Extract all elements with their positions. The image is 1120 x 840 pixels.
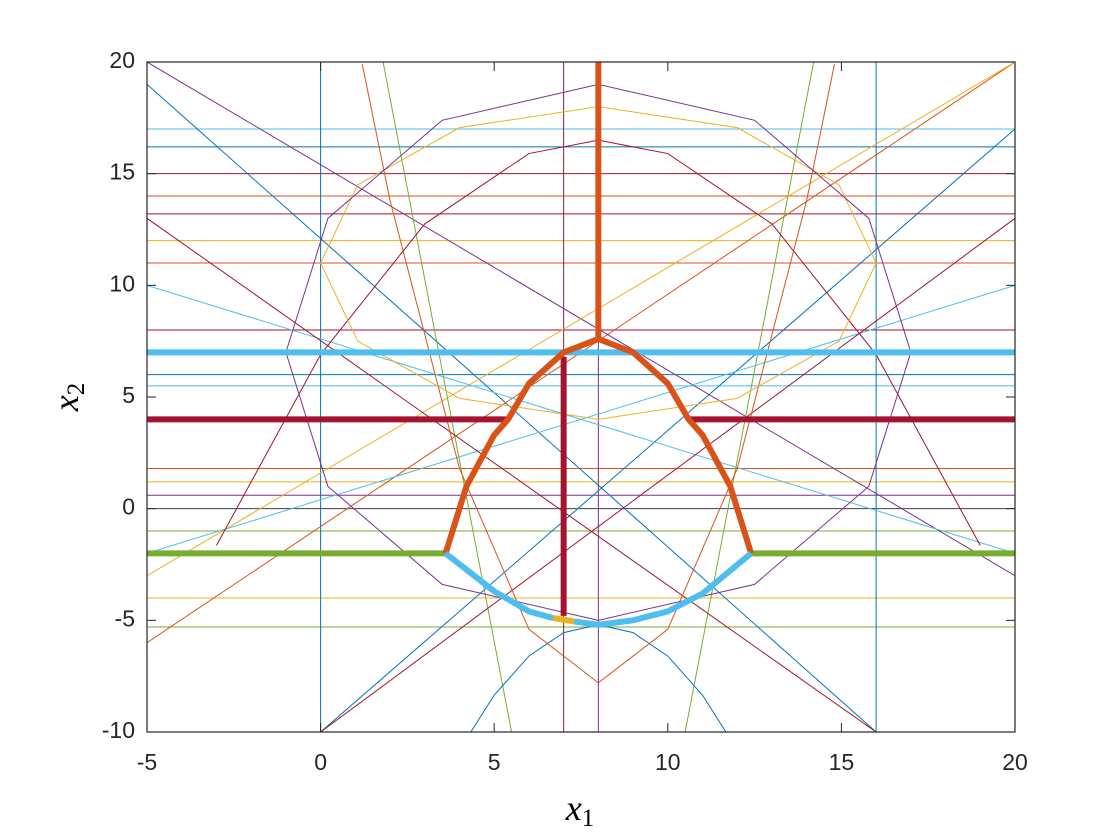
x-tick-label: 5 <box>488 749 501 775</box>
curve <box>573 551 754 628</box>
x-tick-label: 10 <box>655 749 681 775</box>
curve <box>361 64 835 684</box>
curve <box>684 62 815 732</box>
y-tick-label: 10 <box>109 270 135 296</box>
curve <box>147 284 1015 554</box>
y-tick-label: 0 <box>122 494 135 520</box>
curve <box>552 615 575 625</box>
curve <box>147 217 877 732</box>
curve <box>147 62 1015 577</box>
y-tick-label: -10 <box>102 717 135 743</box>
x-tick-label: 20 <box>1002 749 1028 775</box>
curve <box>443 550 555 621</box>
curve <box>442 335 754 555</box>
plot-area <box>147 62 1015 732</box>
x-label-sub: 1 <box>582 805 595 832</box>
curve <box>320 106 877 420</box>
x-axis-label: x1 <box>565 788 594 831</box>
y-label-sub: 2 <box>63 383 90 396</box>
y-tick-label: 5 <box>122 382 135 408</box>
x-label-base: x <box>565 788 582 828</box>
curve <box>320 217 1015 732</box>
curve <box>382 62 513 732</box>
curve <box>320 128 1015 732</box>
x-tick-label: -5 <box>137 749 157 775</box>
y-tick-label: 20 <box>109 47 135 73</box>
x-tick-label: 0 <box>314 749 327 775</box>
y-tick-label: 15 <box>109 159 135 185</box>
y-tick-label: -5 <box>115 605 135 631</box>
axes-box <box>146 61 1016 733</box>
x-tick-label: 15 <box>829 749 855 775</box>
y-label-base: x <box>46 395 86 412</box>
y-axis-label: x2 <box>46 383 89 412</box>
